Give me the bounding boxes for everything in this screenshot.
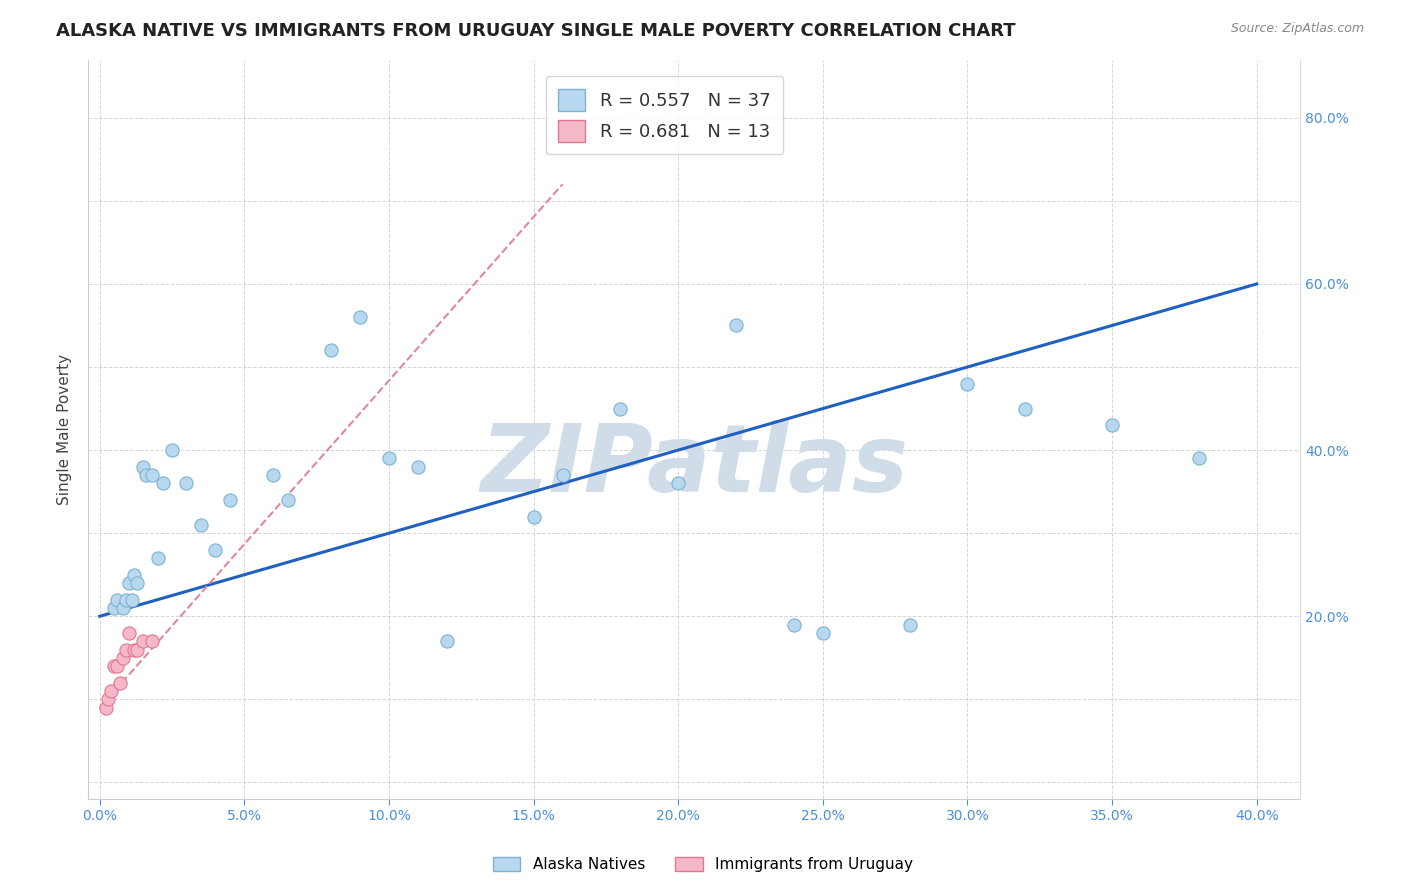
Point [111, 601, 134, 615]
Point [117, 626, 139, 640]
Point [105, 659, 128, 673]
Point [124, 642, 146, 657]
Point [349, 310, 371, 325]
Point [1101, 418, 1123, 433]
Point [262, 468, 284, 483]
Point [666, 476, 689, 491]
Point [97, 692, 120, 706]
Point [783, 617, 806, 632]
Point [141, 634, 163, 648]
Point [811, 626, 834, 640]
Point [204, 542, 226, 557]
Point [898, 617, 921, 632]
Point [111, 650, 134, 665]
Point [146, 551, 169, 566]
Point [321, 343, 343, 358]
Point [100, 684, 122, 698]
Point [523, 509, 546, 524]
Point [436, 634, 458, 648]
Text: ZIPatlas: ZIPatlas [479, 420, 908, 512]
Point [141, 468, 163, 483]
Text: Source: ZipAtlas.com: Source: ZipAtlas.com [1230, 22, 1364, 36]
Point [152, 476, 174, 491]
Point [160, 443, 183, 458]
Text: ALASKA NATIVE VS IMMIGRANTS FROM URUGUAY SINGLE MALE POVERTY CORRELATION CHART: ALASKA NATIVE VS IMMIGRANTS FROM URUGUAY… [56, 22, 1017, 40]
Point [406, 459, 429, 474]
Point [132, 459, 155, 474]
Point [190, 517, 212, 532]
Point [551, 468, 574, 483]
Point [176, 476, 198, 491]
Point [725, 318, 748, 333]
Point [108, 675, 131, 690]
Point [378, 451, 401, 466]
Point [117, 576, 139, 591]
Point [94, 700, 117, 714]
Legend: R = 0.557   N = 37, R = 0.681   N = 13: R = 0.557 N = 37, R = 0.681 N = 13 [546, 76, 783, 154]
Point [135, 468, 157, 483]
Point [1188, 451, 1211, 466]
Point [105, 592, 128, 607]
Point [277, 492, 299, 507]
Point [127, 642, 149, 657]
Point [114, 642, 136, 657]
Point [103, 659, 125, 673]
Point [132, 634, 155, 648]
Point [124, 567, 146, 582]
Point [103, 601, 125, 615]
Point [127, 576, 149, 591]
Point [114, 592, 136, 607]
Point [1014, 401, 1036, 416]
Legend: Alaska Natives, Immigrants from Uruguay: Alaska Natives, Immigrants from Uruguay [485, 849, 921, 880]
Point [121, 592, 143, 607]
Y-axis label: Single Male Poverty: Single Male Poverty [58, 354, 72, 505]
Point [219, 492, 242, 507]
Point [956, 376, 979, 391]
Point [609, 401, 631, 416]
